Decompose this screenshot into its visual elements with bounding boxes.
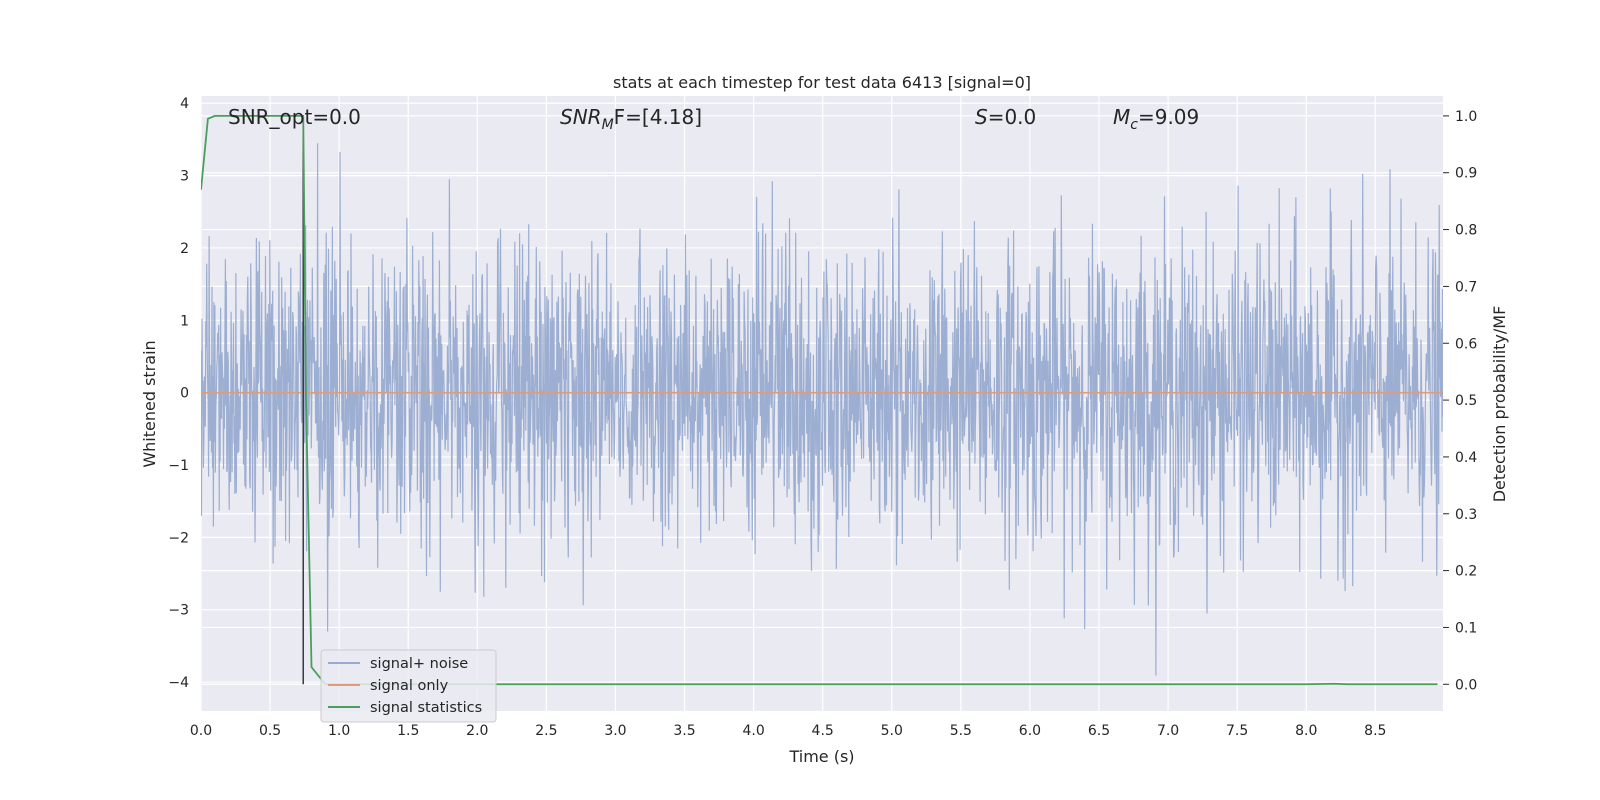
annotation-snr-mf-sub: M <box>602 117 614 133</box>
series-line-signal-noise <box>201 143 1443 676</box>
y-right-tick-label: 0.1 <box>1455 620 1477 636</box>
legend-box <box>320 649 497 723</box>
annotation-snr-mf-base: SNR <box>560 105 602 129</box>
annotation-s-value: =0.0 <box>988 105 1037 129</box>
y-right-tick-label: 0.5 <box>1455 393 1477 409</box>
x-tick-label: 2.5 <box>535 723 557 739</box>
x-tick-label: 7.0 <box>1157 723 1179 739</box>
y-left-tick-label: 3 <box>180 169 189 185</box>
legend-entry-signal-only: signal only <box>370 678 449 694</box>
y-left-tick-label: −2 <box>168 530 189 546</box>
y-right-axis-label: Detection probability/MF <box>1490 306 1509 503</box>
annotation-s: S=0.0 <box>975 105 1036 129</box>
annotation-mc-symbol: M <box>1113 105 1130 129</box>
x-axis-ticks: 0.0 0.5 1.0 1.5 2.0 2.5 3.0 3.5 4.0 4.5 5.0 5.5 6.0 6… <box>190 723 1387 739</box>
series-signal-statistics <box>201 114 1438 686</box>
x-tick-label: 3.0 <box>604 723 626 739</box>
y-right-tick-label: 0.7 <box>1455 279 1477 295</box>
y-right-tick-label: 0.0 <box>1455 677 1477 693</box>
x-tick-label: 0.5 <box>259 723 281 739</box>
y-right-tick-label: 0.3 <box>1455 507 1477 523</box>
x-tick-label: 0.0 <box>190 723 212 739</box>
x-tick-label: 7.5 <box>1226 723 1248 739</box>
annotation-snr-mf-rest: F=[4.18] <box>614 105 702 129</box>
x-tick-label: 6.5 <box>1088 723 1110 739</box>
y-left-axis-ticks: −4 −3 −2 −1 0 1 2 3 4 <box>168 96 189 691</box>
y-right-tick-label: 0.4 <box>1455 450 1477 466</box>
x-tick-label: 4.0 <box>742 723 764 739</box>
x-tick-label: 5.0 <box>881 723 903 739</box>
series-line-signal-statistics <box>201 114 1438 686</box>
x-tick-label: 5.5 <box>950 723 972 739</box>
annotation-snr-opt: SNR_opt=0.0 <box>228 105 361 129</box>
y-right-tick-label: 0.6 <box>1455 336 1477 352</box>
x-tick-label: 1.0 <box>328 723 350 739</box>
legend-entry-signal-statistics: signal statistics <box>370 700 482 716</box>
series-signal-noise <box>201 143 1443 676</box>
y-right-tick-label: 1.0 <box>1455 109 1477 125</box>
annotation-mc-sub: c <box>1130 117 1138 133</box>
legend-entry-signal-noise: signal+ noise <box>370 656 468 672</box>
x-tick-label: 4.5 <box>812 723 834 739</box>
y-right-tick-label: 0.2 <box>1455 564 1477 580</box>
legend: signal+ noise signal only signal statist… <box>320 649 497 723</box>
x-axis-label: Time (s) <box>788 747 854 766</box>
x-tick-label: 8.0 <box>1295 723 1317 739</box>
x-tick-label: 2.0 <box>466 723 488 739</box>
annotation-mc: Mc=9.09 <box>1113 105 1199 133</box>
annotation-mc-value: =9.09 <box>1138 105 1199 129</box>
annotation-snr-mf: SNRMF=[4.18] <box>560 105 702 133</box>
x-tick-label: 3.5 <box>673 723 695 739</box>
y-right-axis-ticks: 0.0 0.1 0.2 0.3 0.4 0.5 0.6 0.7 0.8 0.9 1.0 <box>1443 109 1477 693</box>
y-right-tick-label: 0.9 <box>1455 166 1477 182</box>
x-tick-label: 6.0 <box>1019 723 1041 739</box>
y-left-tick-label: 0 <box>180 386 189 402</box>
y-right-tick-label: 0.8 <box>1455 223 1477 239</box>
annotation-s-symbol: S <box>975 105 988 129</box>
x-tick-label: 1.5 <box>397 723 419 739</box>
y-left-axis-label: Whitened strain <box>140 340 159 467</box>
chart-title: stats at each timestep for test data 641… <box>613 73 1031 92</box>
y-left-tick-label: 1 <box>180 313 189 329</box>
x-tick-label: 8.5 <box>1364 723 1386 739</box>
y-left-tick-label: −4 <box>168 675 189 691</box>
y-left-tick-label: −1 <box>168 458 189 474</box>
y-left-tick-label: 4 <box>180 96 189 112</box>
y-left-tick-label: 2 <box>180 241 189 257</box>
y-left-tick-label: −3 <box>168 603 189 619</box>
